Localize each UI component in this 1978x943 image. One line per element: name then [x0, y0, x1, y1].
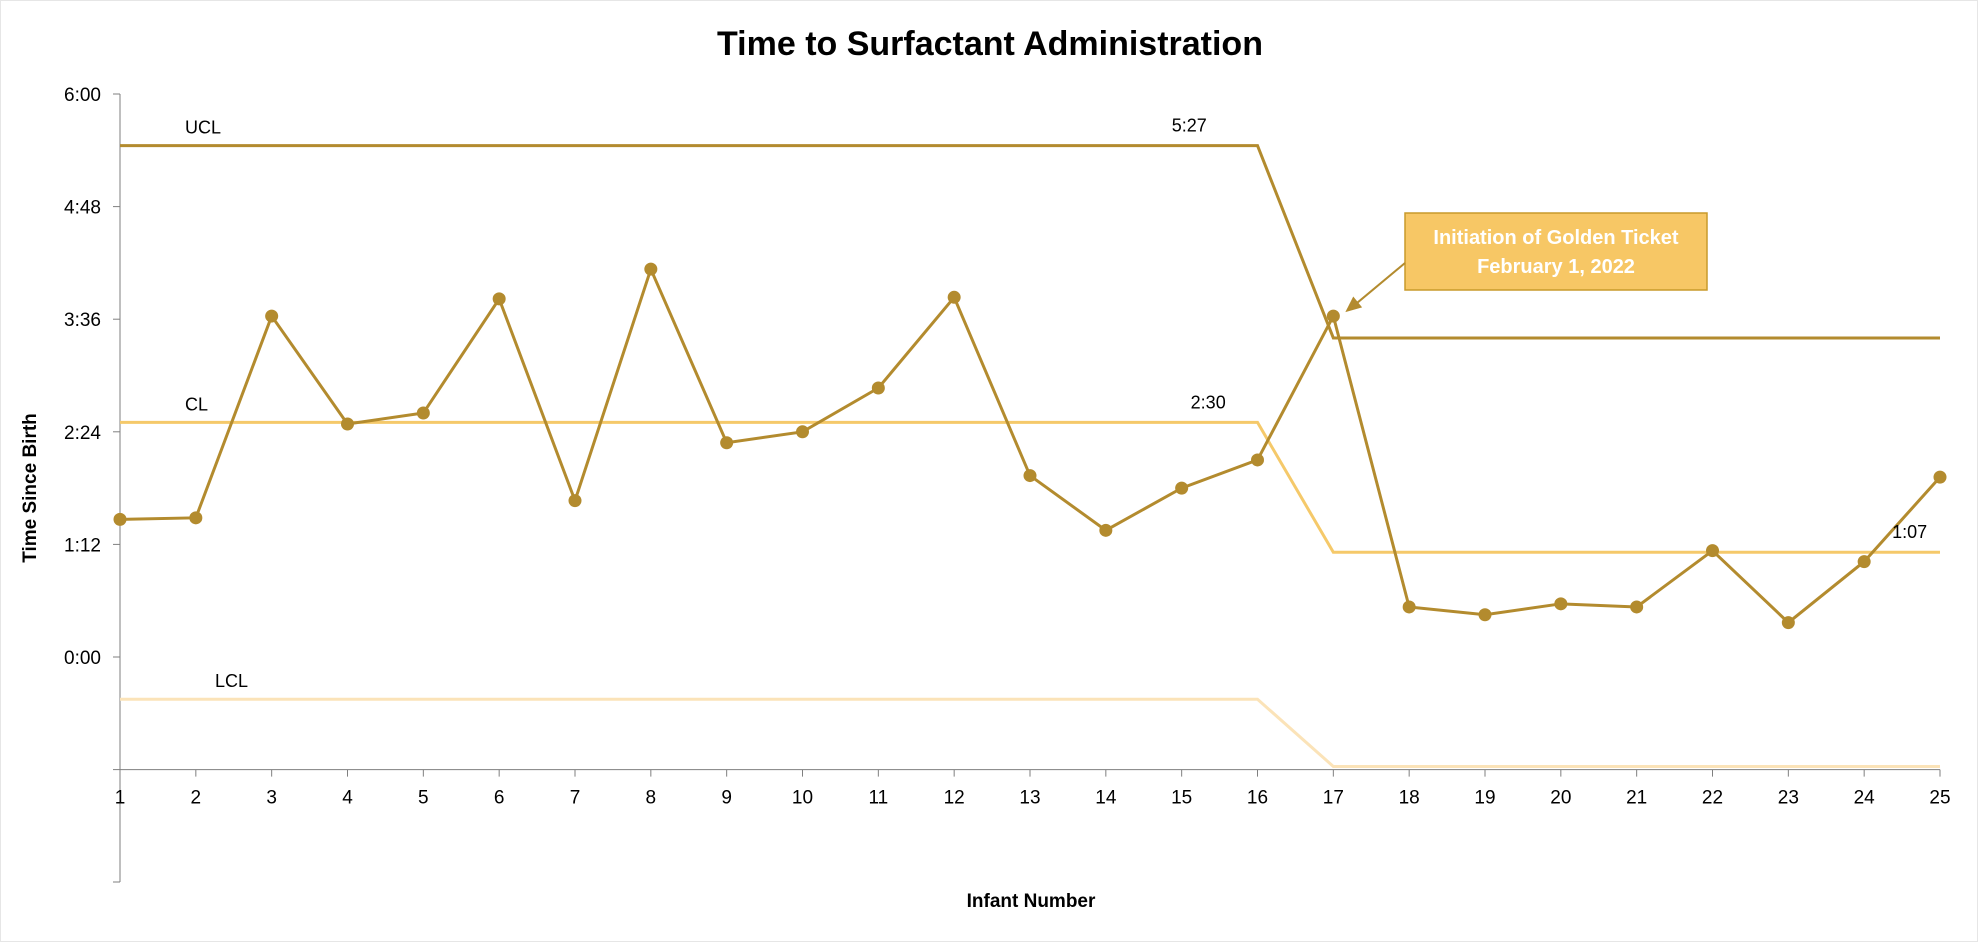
- data-point: [189, 511, 203, 525]
- data-series: [113, 262, 1947, 630]
- data-point: [1630, 600, 1644, 614]
- data-point: [1099, 523, 1113, 537]
- x-tick-label: 21: [1626, 788, 1647, 809]
- x-tick-label: 14: [1095, 788, 1117, 809]
- x-tick-label: 24: [1854, 788, 1876, 809]
- data-point: [265, 309, 279, 323]
- x-tick-label: 15: [1171, 788, 1192, 809]
- x-tick-label: 7: [570, 788, 581, 809]
- data-point: [492, 292, 506, 306]
- value-label: 2:30: [1191, 392, 1226, 412]
- series-line-lcl: [120, 697, 1940, 768]
- data-point: [568, 494, 582, 508]
- data-point: [796, 425, 809, 439]
- y-tick-label: 2:24: [64, 423, 101, 444]
- data-point: [1554, 597, 1568, 611]
- x-tick-label: 11: [868, 788, 888, 809]
- x-tick-label: 18: [1399, 788, 1420, 809]
- data-point: [1781, 616, 1795, 630]
- x-tick-label: 10: [792, 788, 813, 809]
- data-point: [1933, 470, 1947, 484]
- callout-arrow-line: [1352, 262, 1406, 307]
- y-axis-title: Time Since Birth: [20, 413, 41, 563]
- x-tick-label: 16: [1247, 788, 1268, 809]
- y-tick-label: 3:36: [64, 310, 101, 331]
- value-label: 5:27: [1172, 116, 1207, 136]
- data-point: [113, 512, 127, 526]
- data-point: [1251, 453, 1264, 467]
- x-tick-label: 1: [115, 788, 126, 809]
- series-line-cl: [120, 420, 1940, 554]
- callout-line-1: Initiation of Golden Ticket: [1433, 227, 1679, 249]
- data-point: [1857, 555, 1871, 569]
- x-axis-title: Infant Number: [967, 891, 1096, 912]
- callout-box: [1404, 212, 1708, 291]
- x-tick-label: 23: [1778, 788, 1799, 809]
- y-tick-label: 1:12: [64, 535, 101, 556]
- data-point: [1175, 481, 1189, 495]
- series-line-time: [119, 264, 1942, 625]
- x-tick-label: 19: [1474, 788, 1495, 809]
- line-label-lcl: LCL: [215, 671, 248, 691]
- x-tick-label: 25: [1929, 788, 1950, 809]
- x-tick-label: 22: [1702, 788, 1723, 809]
- x-tick-label: 9: [721, 788, 732, 809]
- data-point: [644, 262, 658, 276]
- y-tick-label: 4:48: [64, 198, 101, 219]
- x-tick-label: 2: [191, 788, 202, 809]
- data-point: [1706, 544, 1719, 558]
- callout-arrow-head: [1345, 296, 1363, 313]
- data-point: [947, 290, 961, 304]
- control-limit-lines: [120, 144, 1940, 768]
- x-tick-label: 8: [646, 788, 657, 809]
- line-label-cl: CL: [185, 394, 208, 414]
- line-label-ucl: UCL: [185, 118, 221, 138]
- data-point: [871, 381, 885, 395]
- x-tick-label: 20: [1550, 788, 1571, 809]
- x-tick-label: 12: [944, 788, 965, 809]
- value-label: 1:07: [1892, 522, 1927, 542]
- x-tick-label: 6: [494, 788, 505, 809]
- y-tick-label: 0:00: [64, 648, 101, 669]
- annotation-callout: Initiation of Golden Ticket February 1, 2…: [1345, 212, 1708, 313]
- data-point: [1402, 600, 1416, 614]
- data-point: [1326, 309, 1340, 323]
- series-line-ucl: [120, 144, 1940, 340]
- x-tick-label: 17: [1323, 788, 1344, 809]
- chart-title: Time to Surfactant Administration: [717, 25, 1263, 63]
- data-point: [1478, 608, 1492, 622]
- data-point: [720, 436, 734, 450]
- x-tick-label: 3: [266, 788, 277, 809]
- x-tick-label: 13: [1019, 788, 1040, 809]
- x-tick-label: 4: [342, 788, 353, 809]
- data-point: [416, 406, 430, 420]
- data-point: [341, 417, 354, 431]
- y-tick-label: 6:00: [64, 85, 101, 106]
- line-labels: UCL CL LCL 5:27 2:30 1:07: [185, 116, 1927, 692]
- axes: 0:001:122:243:364:486:001 2 3 4 5 6 7 8 9 10 11 12 1…: [64, 85, 1951, 883]
- data-point: [1023, 469, 1037, 483]
- x-tick-label: 5: [418, 788, 429, 809]
- callout-line-2: February 1, 2022: [1477, 256, 1635, 278]
